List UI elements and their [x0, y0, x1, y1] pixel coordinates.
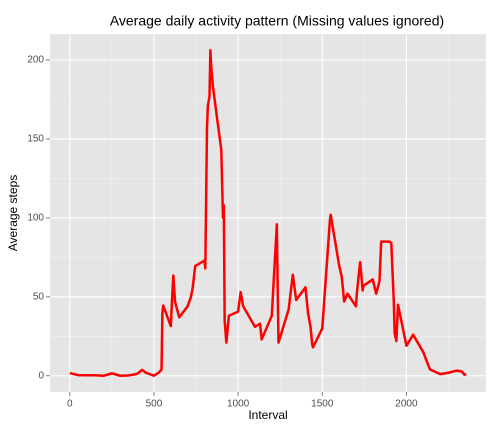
x-tick-label: 2000 [395, 399, 418, 410]
x-tick-label: 500 [146, 399, 163, 410]
x-tick-label: 1000 [227, 399, 250, 410]
x-axis-label: Interval [248, 408, 287, 422]
x-tick-label: 1500 [311, 399, 334, 410]
line-series [69, 49, 467, 377]
plot-panel [50, 34, 486, 392]
y-tick-label: 100 [27, 213, 44, 224]
y-tick-label: 150 [27, 134, 44, 145]
y-tick-label: 0 [38, 370, 44, 381]
y-tick-label: 50 [33, 291, 45, 302]
y-tick-label: 200 [27, 55, 44, 66]
y-axis-label: Average steps [6, 175, 20, 252]
x-tick-label: 0 [67, 399, 73, 410]
chart-title: Average daily activity pattern (Missing … [110, 13, 444, 29]
